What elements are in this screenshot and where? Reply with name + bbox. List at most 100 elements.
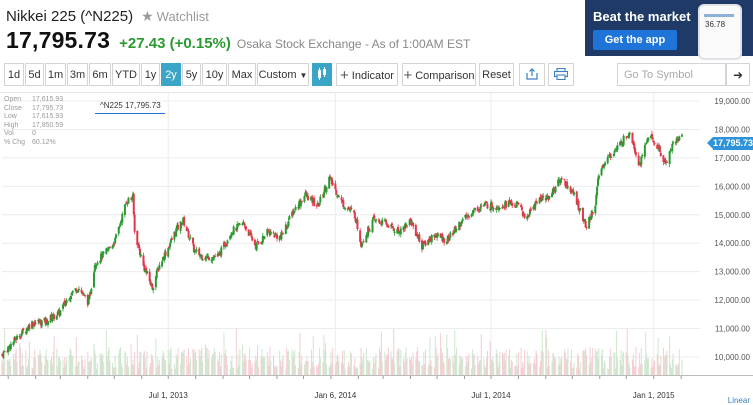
star-icon[interactable]: ★ (141, 8, 154, 24)
volume-bar (31, 367, 33, 375)
volume-bar (293, 352, 295, 375)
volume-bar (299, 332, 301, 375)
ohlc-row-pct-change: % Chg 60.12% (4, 139, 63, 148)
volume-bar (559, 363, 561, 375)
candle-body (554, 186, 557, 193)
volume-bar (635, 347, 637, 375)
print-button[interactable] (548, 63, 574, 86)
volume-bar (601, 354, 603, 375)
range-10y-button[interactable]: 10y (202, 63, 227, 86)
range-2y-button[interactable]: 2y (161, 63, 181, 86)
volume-bar (440, 333, 442, 375)
volume-bar (272, 354, 274, 375)
price-chart-canvas[interactable]: 19,000.00 18,000.00 17,000.00 16,000.00 15,0… (0, 92, 753, 405)
ohlc-row-vol: Vol 0 (4, 130, 63, 139)
volume-bar (171, 368, 173, 375)
range-max-button[interactable]: Max (228, 63, 256, 86)
candlestick-chart-type-button[interactable] (312, 63, 332, 86)
volume-bar (34, 349, 36, 375)
ohlc-value: 60.12% (32, 138, 56, 146)
volume-bar (647, 358, 649, 375)
volume-bar (155, 338, 157, 375)
volume-bar (140, 351, 142, 375)
volume-bar (233, 367, 235, 375)
volume-bar (15, 348, 17, 375)
candle-body (193, 250, 196, 253)
candle-body (334, 183, 337, 190)
volume-bar (598, 348, 600, 375)
volume-bar (2, 362, 4, 375)
range-1m-button[interactable]: 1m (45, 63, 66, 86)
indicator-button[interactable]: + Indicator (336, 63, 398, 86)
volume-bar (557, 366, 559, 375)
go-to-symbol-button[interactable]: ➜ (726, 63, 750, 86)
candle-body (225, 243, 228, 245)
candle-body (387, 225, 390, 228)
watchlist-link[interactable]: Watchlist (156, 9, 209, 24)
get-app-button[interactable]: Get the app (593, 30, 677, 50)
candle-body (343, 207, 346, 209)
candle-body (3, 351, 6, 353)
candle-body (65, 299, 68, 304)
candle-body (517, 202, 520, 205)
volume-bar (127, 366, 129, 375)
app-ad-banner[interactable]: Beat the market Get the app 36.78 (585, 0, 753, 60)
candle-body (472, 209, 475, 214)
volume-bar (232, 367, 234, 375)
volume-bar (260, 356, 262, 375)
volume-bar (678, 349, 680, 375)
go-to-symbol-input[interactable] (617, 63, 726, 86)
volume-bar (479, 359, 481, 375)
volume-bar (347, 367, 349, 375)
volume-bar (381, 361, 383, 375)
range-1y-button[interactable]: 1y (141, 63, 160, 86)
volume-bar (448, 357, 450, 375)
range-6m-button[interactable]: 6m (89, 63, 111, 86)
volume-bar (369, 360, 371, 375)
reset-button[interactable]: Reset (479, 63, 514, 86)
candle-body (678, 136, 681, 141)
candle-body (115, 234, 118, 238)
volume-bar (511, 361, 513, 375)
volume-bar (363, 353, 365, 375)
candle-body (405, 225, 408, 227)
volume-bar (441, 353, 443, 375)
range-5y-button[interactable]: 5y (182, 63, 201, 86)
share-button[interactable] (519, 63, 545, 86)
custom-range-dropdown[interactable]: Custom ▼ (257, 63, 309, 86)
volume-bar (670, 364, 672, 375)
volume-bar (456, 347, 458, 375)
volume-bar (415, 358, 417, 375)
candle-body (211, 259, 214, 261)
range-5d-button[interactable]: 5d (25, 63, 44, 86)
candle-body (22, 328, 25, 331)
range-3m-button[interactable]: 3m (67, 63, 88, 86)
volume-bar (269, 347, 271, 375)
volume-bar (348, 361, 350, 375)
price-chart[interactable]: 19,000.00 18,000.00 17,000.00 16,000.00 15,0… (0, 92, 753, 405)
candle-body (404, 223, 407, 229)
candle-body (482, 204, 485, 207)
candle-body (644, 143, 647, 145)
volume-bar (32, 368, 34, 375)
range-ytd-button[interactable]: YTD (112, 63, 140, 86)
candle-body (46, 321, 49, 326)
volume-bar (124, 351, 126, 375)
candle-body (375, 219, 378, 221)
y-tick-label: 11,000.00 (715, 325, 751, 334)
candle-body (342, 200, 345, 208)
volume-bar (305, 361, 307, 375)
volume-bar (628, 363, 630, 375)
y-tick-label: 13,000.00 (714, 268, 750, 277)
volume-bar (390, 351, 392, 375)
candle-body (143, 264, 146, 272)
comparison-button[interactable]: + Comparison (402, 63, 476, 86)
range-1d-button[interactable]: 1d (4, 63, 24, 86)
volume-bar (288, 359, 290, 375)
volume-bar (53, 336, 55, 375)
volume-bar (480, 334, 482, 375)
volume-bar (99, 353, 101, 375)
candle-body (511, 203, 514, 206)
volume-bar (614, 352, 616, 375)
candle-body (659, 152, 662, 157)
